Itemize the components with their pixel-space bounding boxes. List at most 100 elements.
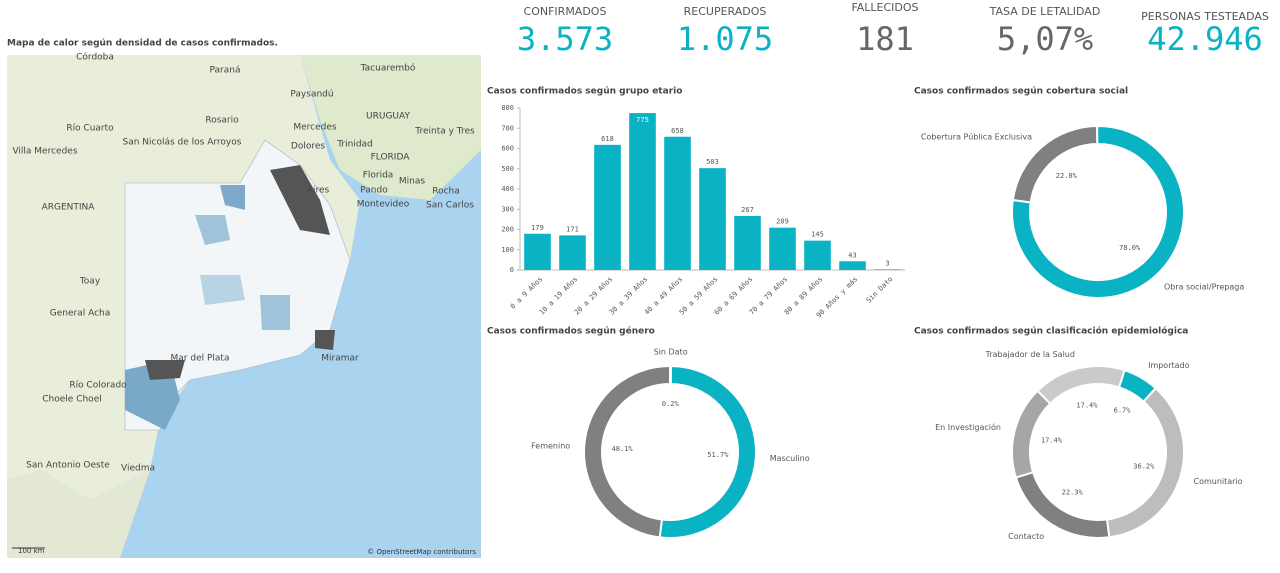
y-tick-label: 500 bbox=[501, 165, 514, 173]
y-tick-label: 800 bbox=[501, 104, 514, 112]
map-label: Treinta y Tres bbox=[414, 127, 475, 137]
category-label: Comunitario bbox=[1193, 477, 1242, 486]
map-label: Río Cuarto bbox=[66, 124, 114, 134]
data-label: 3 bbox=[885, 259, 889, 267]
hot-zone bbox=[145, 360, 185, 380]
data-label: 17.4% bbox=[1041, 436, 1063, 444]
map-label: Aires bbox=[307, 186, 330, 196]
map-label: URUGUAY bbox=[366, 112, 410, 122]
kpi-value: 42.946 bbox=[1147, 20, 1263, 58]
map-label: Córdoba bbox=[76, 52, 114, 63]
kpi-value: 181 bbox=[856, 20, 914, 58]
kpi-label: PERSONAS TESTEADAS bbox=[1141, 10, 1269, 23]
category-label: Contacto bbox=[1008, 532, 1044, 541]
data-label: 51.7% bbox=[707, 451, 729, 459]
map-label: San Antonio Oeste bbox=[26, 461, 110, 471]
map-label: Rocha bbox=[432, 187, 460, 197]
bar bbox=[629, 113, 656, 270]
map-label: Viedma bbox=[121, 464, 155, 474]
map-label: Mercedes bbox=[293, 123, 337, 133]
hot-zone bbox=[270, 165, 330, 235]
map-label: Paraná bbox=[210, 66, 241, 76]
bar bbox=[524, 233, 551, 270]
y-tick-label: 0 bbox=[510, 266, 514, 274]
data-label: 36.2% bbox=[1133, 462, 1155, 470]
data-label: 267 bbox=[741, 206, 754, 214]
category-label: Trabajador de la Salud bbox=[985, 350, 1075, 359]
y-tick-label: 700 bbox=[501, 124, 514, 132]
data-label: 78.0% bbox=[1119, 244, 1141, 252]
donut-segment bbox=[1011, 389, 1052, 479]
land-uruguay bbox=[300, 55, 481, 200]
category-label: Importado bbox=[1148, 361, 1190, 370]
map-label: Trinidad bbox=[336, 140, 373, 150]
category-label: En Investigación bbox=[935, 422, 1001, 432]
kpi-label: TASA DE LETALIDAD bbox=[989, 5, 1101, 18]
bar bbox=[804, 240, 831, 270]
map-label: General Acha bbox=[50, 309, 111, 319]
map-scale: 100 km bbox=[18, 547, 45, 555]
chart-title: Casos confirmados según género bbox=[487, 326, 655, 337]
hot-zone bbox=[315, 330, 335, 350]
map-label: Mar del Plata bbox=[171, 354, 230, 364]
bar bbox=[769, 227, 796, 270]
map-label: Rosario bbox=[205, 116, 239, 126]
map-label: Río Colorado bbox=[69, 381, 127, 391]
bar bbox=[839, 261, 866, 270]
map-label: Choele Choel bbox=[42, 395, 101, 405]
data-label: 209 bbox=[776, 218, 789, 226]
kpi-value: 3.573 bbox=[517, 20, 613, 58]
x-tick-label: 0 a 9 Años bbox=[509, 275, 544, 310]
bar bbox=[594, 144, 621, 270]
map-label: San Nicolás de los Arroyos bbox=[123, 138, 242, 148]
data-label: 618 bbox=[601, 135, 614, 143]
category-label: Cobertura Pública Exclusiva bbox=[921, 132, 1032, 141]
chart-title: Casos confirmados según grupo etario bbox=[487, 87, 682, 97]
map-label: Montevideo bbox=[357, 200, 410, 210]
donut-segment bbox=[1011, 125, 1185, 299]
kpi-label: CONFIRMADOS bbox=[524, 5, 607, 18]
category-label: Masculino bbox=[770, 454, 810, 463]
zone bbox=[260, 295, 290, 330]
data-label: 145 bbox=[811, 231, 824, 239]
map-label: Minas bbox=[399, 177, 425, 187]
kpi-value: 1.075 bbox=[677, 20, 773, 58]
data-label: 775 bbox=[636, 116, 649, 124]
map-label: Pando bbox=[360, 186, 388, 196]
bar bbox=[734, 215, 761, 270]
map: 100 km © OpenStreetMap contributors bbox=[7, 55, 481, 558]
data-label: 22.3% bbox=[1062, 488, 1084, 496]
data-label: 17.4% bbox=[1076, 401, 1098, 409]
bar bbox=[664, 136, 691, 270]
y-tick-label: 200 bbox=[501, 226, 514, 234]
map-label: Villa Mercedes bbox=[12, 147, 77, 157]
x-tick-label: Sin Dato bbox=[865, 275, 894, 304]
data-label: 6.7% bbox=[1114, 406, 1132, 414]
map-label: FLORIDA bbox=[371, 153, 411, 163]
chart-title: Casos confirmados según cobertura social bbox=[914, 87, 1128, 97]
data-label: 0.2% bbox=[662, 400, 680, 408]
map-label: Florida bbox=[363, 171, 394, 181]
data-label: 179 bbox=[531, 224, 544, 232]
zone bbox=[200, 275, 245, 305]
zone bbox=[220, 185, 245, 210]
data-label: 171 bbox=[566, 225, 579, 233]
map-credit: © OpenStreetMap contributors bbox=[367, 548, 476, 556]
chart-title: Casos confirmados según clasificación ep… bbox=[914, 326, 1188, 337]
data-label: 43 bbox=[848, 251, 856, 259]
kpi-label: FALLECIDOS bbox=[851, 1, 918, 14]
map-label: Miramar bbox=[321, 354, 359, 364]
kpi-value: 5,07% bbox=[997, 20, 1093, 58]
bar bbox=[699, 168, 726, 270]
y-tick-label: 600 bbox=[501, 145, 514, 153]
land-south bbox=[7, 470, 150, 558]
y-tick-label: 300 bbox=[501, 205, 514, 213]
donut-segment bbox=[583, 364, 671, 539]
category-label: Obra social/Prepaga bbox=[1164, 283, 1244, 292]
category-label: Sin Dato bbox=[654, 348, 688, 357]
map-title: Mapa de calor según densidad de casos co… bbox=[7, 39, 278, 49]
map-label: Paysandú bbox=[290, 90, 333, 100]
kpi-label: RECUPERADOS bbox=[684, 5, 767, 18]
